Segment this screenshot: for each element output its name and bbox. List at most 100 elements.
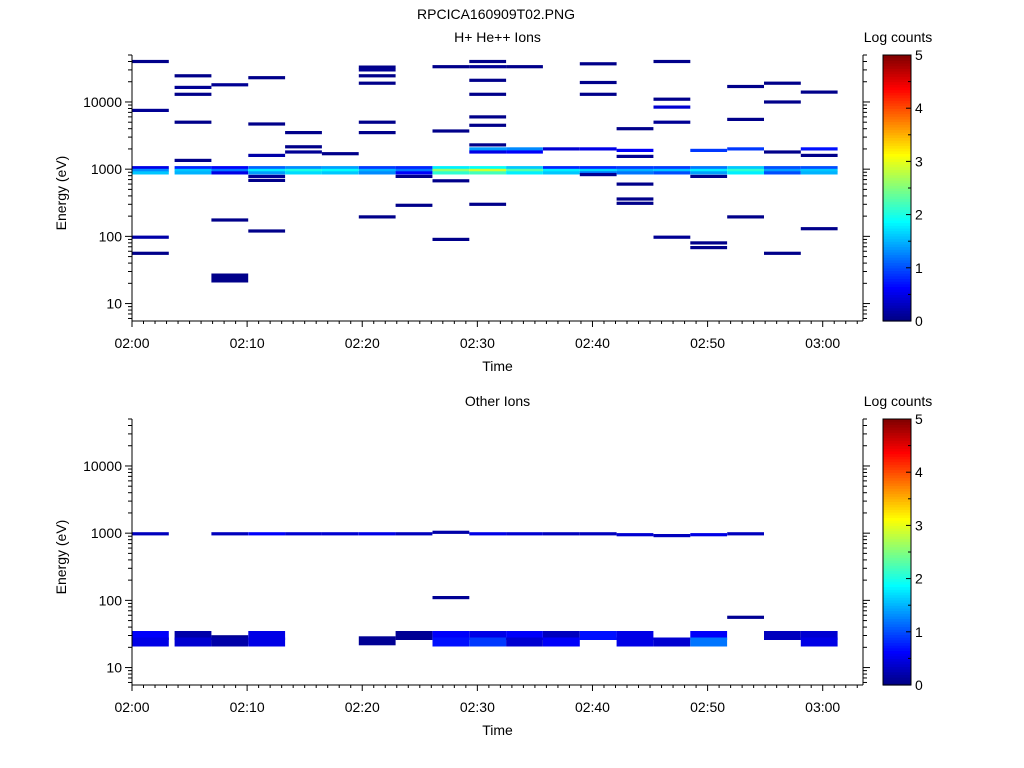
colorbar-segment	[883, 129, 911, 133]
heatmap-cell	[506, 637, 543, 647]
colorbar-segment	[883, 618, 911, 622]
colorbar-segment	[883, 456, 911, 460]
colorbar-segment	[883, 299, 911, 303]
colorbar-segment	[883, 105, 911, 109]
heatmap-cell	[543, 171, 580, 175]
heatmap-cell	[616, 637, 654, 647]
x-tick-label: 02:40	[575, 335, 610, 351]
heatmap-cell	[358, 168, 396, 172]
colorbar-segment	[883, 265, 911, 269]
heatmap-cell	[395, 168, 433, 172]
heatmap-cell	[248, 171, 286, 175]
colorbar-label: Log counts	[864, 393, 933, 409]
panel-h-he-ions: H+ He++ Ions 02:00 02:10 02:20 02:30 02:40 02:…	[53, 29, 932, 374]
heatmap-cell	[579, 92, 617, 96]
colorbar-segment	[883, 283, 911, 288]
heatmap-cell	[469, 637, 507, 647]
heatmap-cell	[285, 145, 322, 149]
heatmap-cell	[211, 166, 249, 170]
x-tick-label: 02:40	[575, 699, 610, 715]
colorbar-segment	[883, 254, 911, 258]
colorbar-segment	[883, 501, 911, 505]
colorbar-segment	[883, 578, 911, 582]
colorbar-segment	[883, 490, 911, 495]
colorbar-segment	[883, 429, 911, 433]
colorbar-segment	[883, 541, 911, 545]
heatmap-cell	[248, 178, 286, 182]
y-tick-label: 10000	[83, 458, 122, 474]
heatmap-cell	[616, 182, 654, 186]
colorbar-segment	[883, 661, 911, 665]
colorbar-segment	[883, 472, 911, 476]
colorbar-segment	[883, 203, 911, 208]
heatmap-cell	[174, 631, 212, 640]
colorbar-segment	[883, 230, 911, 234]
heatmap-cell	[469, 166, 507, 170]
colorbar-segment	[883, 469, 911, 473]
heatmap-cell	[432, 171, 470, 175]
colorbar-segment	[883, 525, 911, 529]
heatmap-cell	[132, 168, 169, 172]
heatmap-cell	[174, 166, 212, 170]
colorbar-segment	[883, 294, 911, 298]
heatmap-cell	[248, 631, 286, 640]
x-tick-label: 02:50	[690, 335, 725, 351]
heatmap-cell	[690, 171, 728, 175]
colorbar-segment	[883, 575, 911, 580]
heatmap-cell	[764, 100, 801, 104]
colorbar-segment	[883, 642, 911, 646]
heatmap-cell	[211, 171, 249, 175]
heatmap-cell	[727, 215, 764, 219]
colorbar-segment	[883, 286, 911, 290]
y-tick-label: 100	[99, 228, 123, 244]
heatmap-cell	[211, 273, 249, 283]
colorbar-segment	[883, 68, 911, 72]
colorbar-segment	[883, 559, 911, 564]
colorbar-segment	[883, 166, 911, 170]
colorbar-segment	[883, 302, 911, 306]
colorbar-segment	[883, 607, 911, 612]
heatmap-cell	[506, 147, 543, 151]
colorbar-segment	[883, 669, 911, 673]
colorbar-segment	[883, 485, 911, 489]
colorbar-tick-label: 4	[915, 464, 923, 480]
heatmap-cell	[727, 84, 764, 89]
colorbar-segment	[883, 73, 911, 77]
colorbar-segment	[883, 445, 911, 449]
heatmap-cell	[800, 631, 838, 640]
colorbar-segment	[883, 442, 911, 447]
colorbar-segment	[883, 512, 911, 516]
colorbar-segment	[883, 674, 911, 678]
colorbar-segment	[883, 589, 911, 593]
colorbar-segment	[883, 533, 911, 537]
colorbar-segment	[883, 201, 911, 205]
heatmap-cell	[579, 173, 617, 177]
colorbar-segment	[883, 437, 911, 441]
colorbar-segment	[883, 214, 911, 218]
x-tick-label: 03:00	[805, 335, 840, 351]
heatmap-cell	[469, 115, 507, 119]
heatmap-cell	[690, 241, 728, 245]
colorbar-label: Log counts	[864, 29, 933, 45]
heatmap-cell	[764, 150, 801, 154]
colorbar-segment	[883, 528, 911, 532]
y-tick-label: 10000	[83, 94, 122, 110]
colorbar-segment	[883, 522, 911, 526]
colorbar-segment	[883, 310, 911, 314]
colorbar-tick-label: 3	[915, 517, 923, 533]
heatmap-cell	[358, 171, 396, 175]
heatmap-cell	[469, 59, 507, 64]
colorbar-segment	[883, 76, 911, 80]
colorbar-segment	[883, 567, 911, 572]
heatmap-cell	[285, 168, 322, 172]
colorbar-segment	[883, 140, 911, 144]
colorbar-segment	[883, 573, 911, 577]
heatmap-cell	[174, 171, 212, 175]
colorbar-segment	[883, 60, 911, 64]
colorbar-segment	[883, 434, 911, 439]
panel-other-ions: Other Ions 02:00 02:10 02:20 02:30 02:40 02:50…	[53, 393, 932, 738]
colorbar-segment	[883, 514, 911, 519]
colorbar-segment	[883, 586, 911, 590]
heatmap-cell	[358, 532, 396, 536]
